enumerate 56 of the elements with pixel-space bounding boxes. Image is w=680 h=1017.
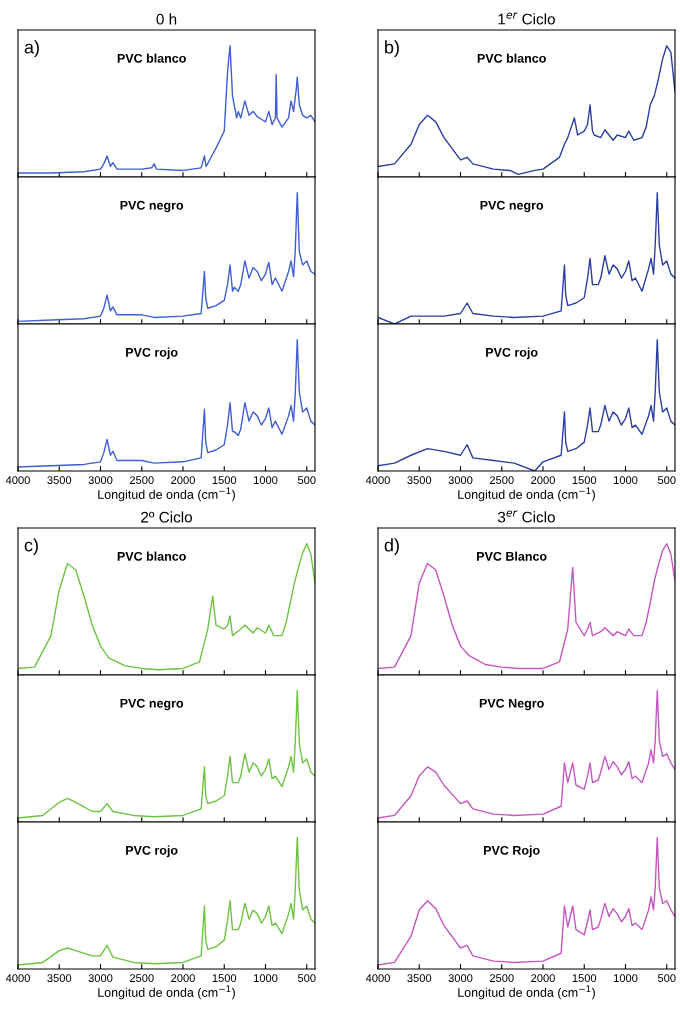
x-tick-label: 2000 <box>531 476 555 485</box>
x-tick-label: 2000 <box>171 974 195 983</box>
annotation: PVC negro <box>120 200 184 213</box>
x-tick-label: 1500 <box>212 974 237 983</box>
x-tick-label: 1500 <box>572 974 597 983</box>
annotation: PVC negro <box>120 698 184 711</box>
chart-title: 2º Ciclo <box>141 511 192 523</box>
x-tick-label: 1000 <box>613 476 638 485</box>
x-tick-label: 2500 <box>129 974 154 983</box>
x-tick-label: 1000 <box>253 476 278 485</box>
annotation: PVC Rojo <box>484 845 540 858</box>
annotation: PVC blanco <box>477 53 546 63</box>
x-tick-label: 3500 <box>407 974 432 983</box>
x-tick-label: 1000 <box>253 974 278 983</box>
annotation: PVC negro <box>480 200 544 213</box>
x-tick-label: 2500 <box>489 476 514 485</box>
x-tick-label: 3500 <box>47 974 72 983</box>
x-tick-label: 2000 <box>531 974 555 983</box>
x-axis-title: Longitud de onda (cm$^{−1}$) <box>458 487 595 502</box>
x-tick-label: 1500 <box>572 476 597 485</box>
chart-title: 1$^{er}$ Ciclo <box>498 12 555 25</box>
chart-title: 0 h <box>156 13 177 25</box>
annotation: PVC Blanco <box>477 551 547 561</box>
annotation: PVC rojo <box>126 845 178 858</box>
chart-title: 3$^{er}$ Ciclo <box>497 510 555 523</box>
x-tick-label: 1500 <box>212 476 237 485</box>
x-tick-label: 4000 <box>365 974 390 983</box>
annotation: d) <box>384 538 399 556</box>
annotation: a) <box>24 40 39 58</box>
annotation: c) <box>24 538 38 556</box>
x-tick-label: 2500 <box>489 974 514 983</box>
x-tick-label: 3000 <box>448 476 473 485</box>
x-axis-title: Longitud de onda (cm$^{−1}$) <box>98 487 235 502</box>
x-tick-label: 500 <box>657 974 676 983</box>
x-tick-label: 3500 <box>407 476 432 485</box>
annotation: PVC blanco <box>117 551 186 561</box>
x-axis-title: Longitud de onda (cm$^{−1}$) <box>458 985 595 1000</box>
x-tick-label: 4000 <box>365 476 390 485</box>
x-tick-label: 1000 <box>613 974 638 983</box>
x-tick-label: 4000 <box>5 974 30 983</box>
annotation: PVC rojo <box>126 347 178 360</box>
x-tick-label: 3000 <box>448 974 473 983</box>
x-tick-label: 500 <box>297 974 316 983</box>
annotation: PVC blanco <box>117 53 186 63</box>
x-tick-label: 3500 <box>47 476 72 485</box>
x-tick-label: 3000 <box>88 974 113 983</box>
x-tick-label: 2500 <box>129 476 154 485</box>
x-tick-label: 2000 <box>171 476 195 485</box>
x-tick-label: 3000 <box>88 476 113 485</box>
x-axis-title: Longitud de onda (cm$^{−1}$) <box>98 985 235 1000</box>
x-tick-label: 500 <box>657 476 676 485</box>
annotation: PVC Negro <box>479 698 544 711</box>
annotation: b) <box>385 40 399 58</box>
x-tick-label: 500 <box>297 476 316 485</box>
annotation: PVC rojo <box>486 347 538 360</box>
x-tick-label: 4000 <box>5 476 30 485</box>
